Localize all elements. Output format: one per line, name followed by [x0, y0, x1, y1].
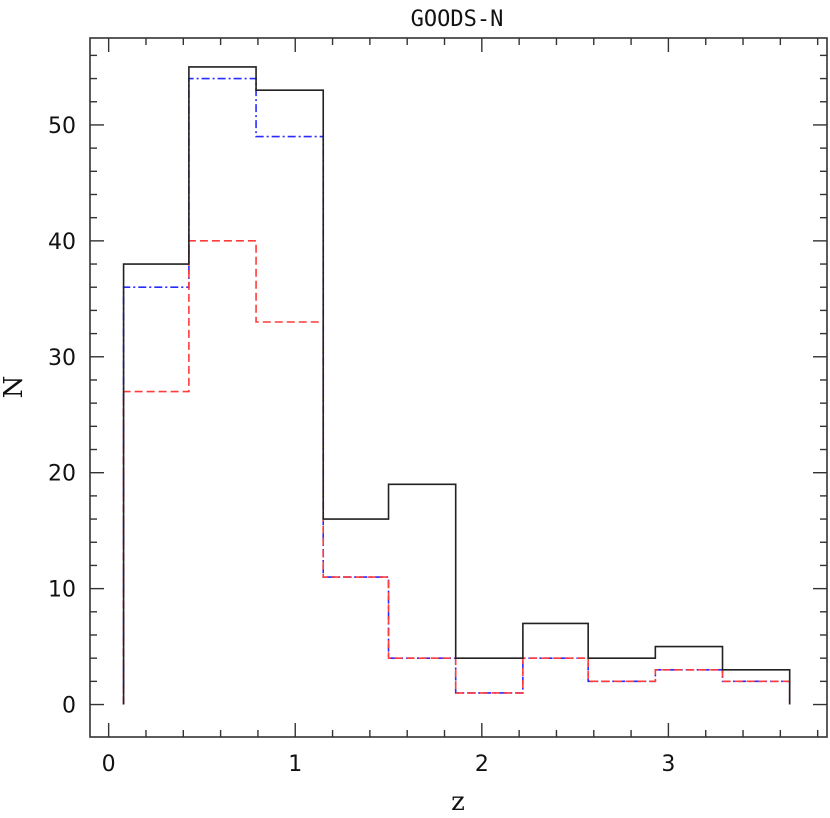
y-tick-label: 30 — [48, 346, 76, 371]
x-tick-label: 3 — [661, 752, 675, 777]
y-tick-label: 10 — [48, 578, 76, 603]
series-layer — [122, 66, 791, 705]
x-axis-label: z — [451, 787, 465, 817]
x-tick-label: 2 — [475, 752, 489, 777]
y-tick-label: 0 — [62, 694, 76, 719]
axis-ticks — [90, 38, 827, 737]
x-tick-label: 0 — [102, 752, 116, 777]
y-tick-label: 50 — [48, 114, 76, 139]
y-axis-label: N — [0, 376, 29, 399]
chart-title: GOODS-N — [411, 7, 504, 32]
plot-frame — [89, 37, 828, 738]
y-tick-label: 40 — [48, 230, 76, 255]
series-dashed-line — [122, 240, 791, 705]
series-dash-dot-line — [122, 77, 791, 705]
x-tick-label: 1 — [288, 752, 302, 777]
series-solid-line — [122, 66, 791, 705]
y-tick-label: 20 — [48, 462, 76, 487]
